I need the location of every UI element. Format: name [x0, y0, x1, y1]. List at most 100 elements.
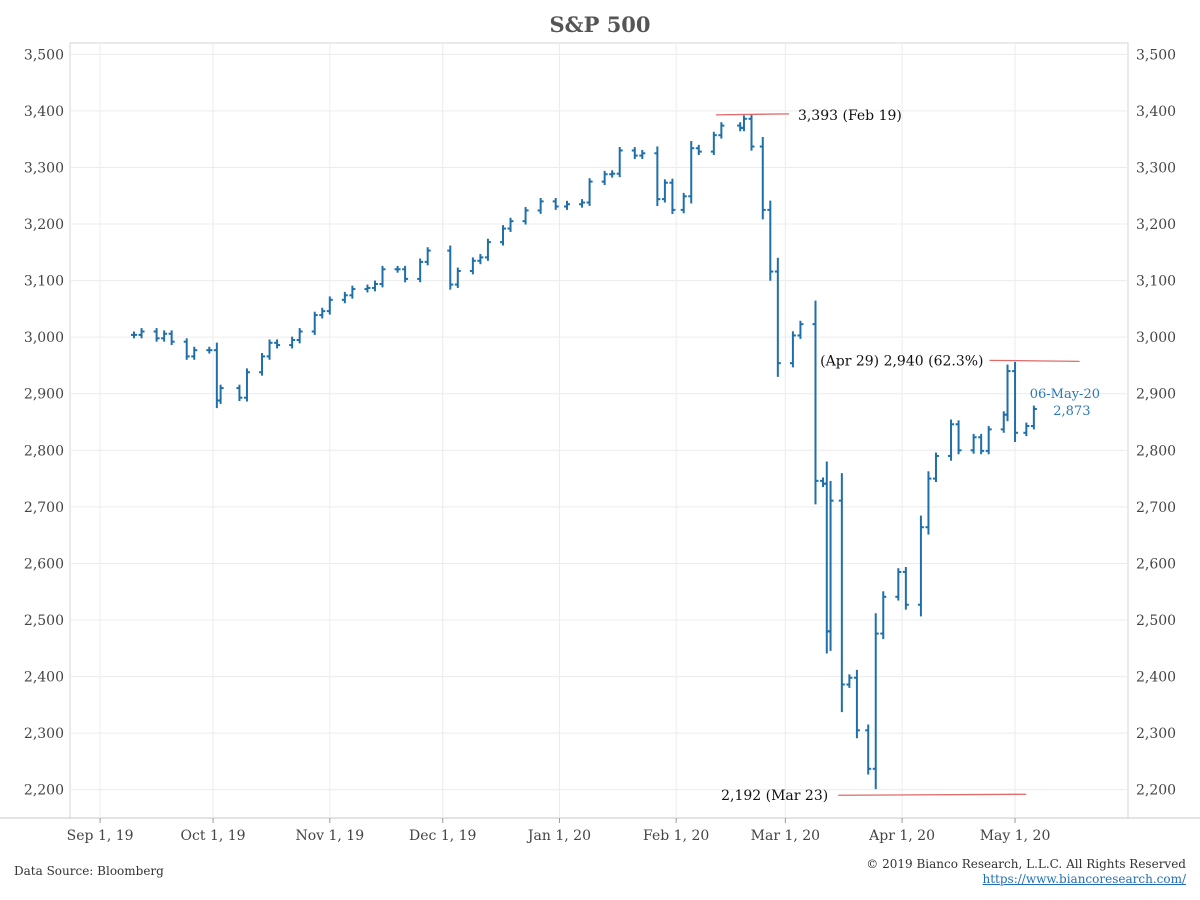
y-tick-label-left: 2,300 [24, 726, 64, 742]
y-tick-label-left: 3,500 [24, 47, 64, 63]
price-bar [710, 131, 717, 156]
y-axis-right: 2,200 2,300 2,400 2,500 2,600 2,700 2,800 2,900… [1136, 47, 1176, 798]
price-bar [661, 179, 668, 203]
y-tick-label-right: 2,600 [1136, 556, 1176, 572]
price-bar [243, 368, 250, 402]
y-tick-label-right: 3,100 [1136, 274, 1176, 290]
copyright-text: © 2019 Bianco Research, L.L.C. All Right… [866, 857, 1186, 871]
trough-marker-line [838, 793, 1027, 796]
x-tick-label: Jan 1, 20 [526, 828, 591, 844]
price-bar [349, 285, 356, 299]
price-bar [718, 122, 725, 139]
y-tick-label-right: 2,800 [1136, 443, 1176, 459]
y-tick-label-right: 2,500 [1136, 613, 1176, 629]
x-tick-label: Mar 1, 20 [751, 828, 820, 844]
y-tick-label-left: 2,600 [24, 556, 64, 572]
price-bar [1030, 405, 1037, 430]
price-bar [872, 613, 879, 790]
price-bar [812, 300, 819, 505]
price-bar [1004, 364, 1011, 422]
y-axis-left: 2,200 2,300 2,400 2,500 2,600 2,700 2,800 2,900… [24, 47, 64, 798]
price-bar [379, 265, 386, 288]
price-bar [259, 353, 266, 376]
y-tick-label-right: 3,200 [1136, 217, 1176, 233]
price-bar [191, 346, 198, 360]
apr29-marker-line [989, 359, 1080, 363]
price-bar [639, 149, 646, 159]
price-bar [447, 245, 454, 290]
price-bar [925, 471, 932, 535]
price-bar [695, 144, 702, 156]
y-tick-label-right: 2,300 [1136, 726, 1176, 742]
x-tick-label: May 1, 20 [980, 828, 1051, 844]
y-tick-label-left: 2,200 [24, 783, 64, 799]
price-bar [955, 420, 962, 455]
price-bar [970, 433, 977, 454]
price-bars [131, 114, 1037, 790]
price-bar [522, 207, 529, 225]
page-title: S&P 500 [549, 12, 651, 37]
price-bar [669, 178, 676, 214]
website-link[interactable]: https://www.biancoresearch.com/ [982, 872, 1186, 886]
price-bar [654, 146, 661, 207]
y-tick-label-left: 3,300 [24, 160, 64, 176]
price-bar [774, 257, 781, 377]
y-tick-label-left: 2,700 [24, 500, 64, 516]
plot-frame [69, 42, 1129, 819]
price-bar [1012, 361, 1019, 443]
price-bar [417, 258, 424, 283]
price-bar [296, 328, 303, 344]
y-tick-label-left: 2,400 [24, 670, 64, 686]
price-bar [402, 265, 409, 283]
y-tick-label-right: 2,900 [1136, 387, 1176, 403]
price-bar [737, 122, 744, 132]
price-bar [579, 199, 586, 208]
peak-marker-line [715, 113, 789, 116]
price-bar [311, 311, 318, 335]
x-axis: Sep 1, 19 Oct 1, 19 Nov 1, 19 Dec 1, 19 Jan … [67, 818, 1051, 844]
y-tick-label-left: 3,100 [24, 274, 64, 290]
price-bar [183, 338, 190, 360]
price-bar [153, 328, 160, 342]
x-tick-label: Dec 1, 19 [409, 828, 476, 844]
price-bar [853, 669, 860, 739]
last-date-label: 06-May-20 [1030, 387, 1100, 402]
chart-grid [0, 42, 1200, 819]
price-bar [688, 141, 695, 204]
y-tick-label-right: 2,700 [1136, 500, 1176, 516]
price-bar [206, 346, 213, 354]
price-bar [469, 257, 476, 275]
data-source: Data Source: Bloomberg [14, 864, 164, 878]
x-tick-label: Nov 1, 19 [295, 828, 364, 844]
x-tick-label: Oct 1, 19 [181, 828, 246, 844]
price-bar [789, 331, 796, 368]
price-bar [759, 137, 766, 220]
y-tick-label-right: 3,300 [1136, 160, 1176, 176]
x-tick-label: Feb 1, 20 [643, 828, 709, 844]
price-bar [552, 198, 559, 210]
price-bar [902, 567, 909, 610]
price-bar [978, 433, 985, 455]
price-bar [827, 481, 834, 651]
price-bar [484, 238, 491, 261]
price-bar [680, 192, 687, 214]
price-bar [168, 330, 175, 346]
apr29-annotation: (Apr 29) 2,940 (62.3%) [820, 353, 983, 369]
price-bar [138, 328, 145, 339]
copyright-block: © 2019 Bianco Research, L.L.C. All Right… [866, 857, 1186, 887]
price-bar [846, 674, 853, 688]
price-bar [820, 477, 827, 488]
x-tick-label: Sep 1, 19 [67, 828, 134, 844]
y-tick-label-left: 3,200 [24, 217, 64, 233]
price-bar [631, 147, 638, 159]
price-bar [537, 198, 544, 214]
price-bar [985, 425, 992, 455]
price-bar [586, 178, 593, 206]
price-bar [865, 724, 872, 775]
price-bar [161, 330, 168, 342]
price-bar [767, 200, 774, 281]
y-tick-label-left: 3,000 [24, 330, 64, 346]
y-tick-label-left: 3,400 [24, 104, 64, 120]
y-tick-label-left: 2,900 [24, 387, 64, 403]
